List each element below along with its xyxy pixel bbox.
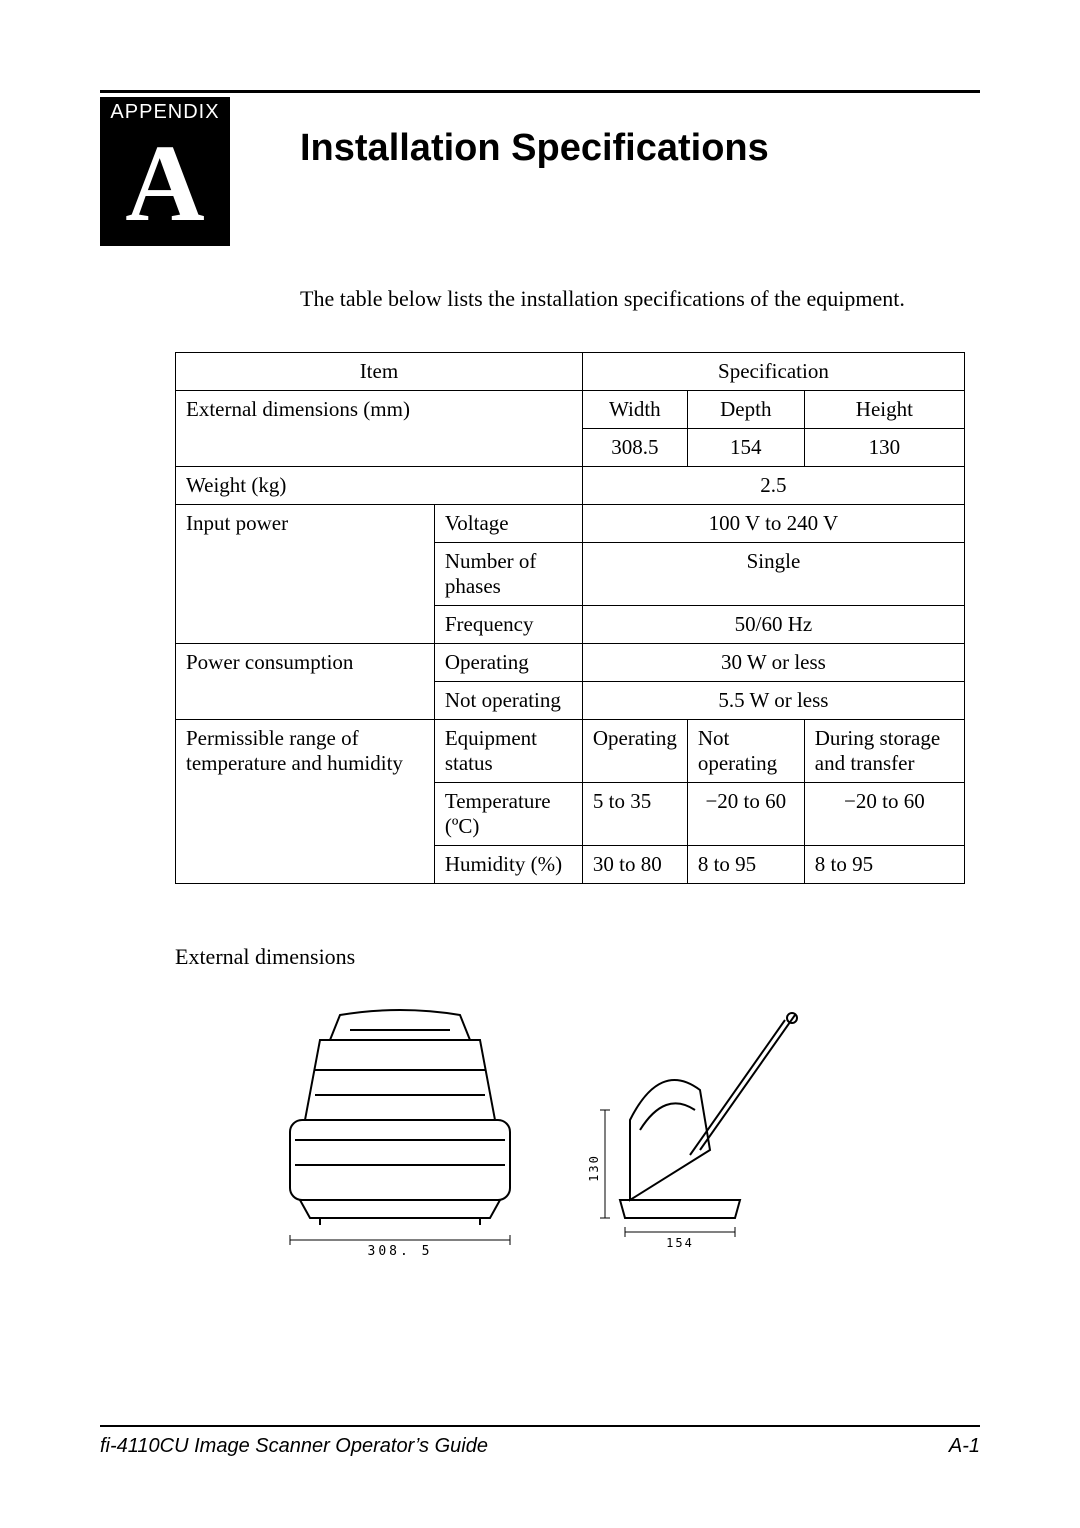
phases-value: Single [582,543,964,606]
col-notoperating: Not operating [687,720,804,783]
appendix-letter: A [100,128,230,246]
weight-value: 2.5 [582,467,964,505]
page-title: Installation Specifications [300,127,769,170]
freq-value: 50/60 Hz [582,606,964,644]
ext-dim-depth-label: Depth [687,391,804,429]
ext-dim-width-label: Width [582,391,687,429]
front-width-label: 308. 5 [368,1244,433,1259]
weight-label: Weight (kg) [176,467,583,505]
spec-table: Item Specification External dimensions (… [175,352,965,884]
ext-dim-label: External dimensions (mm) [176,391,583,467]
ext-dim-depth: 154 [687,429,804,467]
equip-status-label: Equipment status [434,720,582,783]
notoperating-label: Not operating [434,682,582,720]
hum-label: Humidity (%) [434,846,582,884]
footer-rule [100,1425,980,1427]
temp-storage: −20 to 60 [804,783,964,846]
figure-row: 308. 5 130 154 [100,1000,980,1260]
power-cons-label: Power consumption [176,644,435,720]
ext-dim-height: 130 [804,429,964,467]
hum-op: 30 to 80 [582,846,687,884]
hdr-item: Item [176,353,583,391]
ext-dim-height-label: Height [804,391,964,429]
phases-label: Number of phases [434,543,582,606]
voltage-label: Voltage [434,505,582,543]
hum-notop: 8 to 95 [687,846,804,884]
col-storage: During storage and transfer [804,720,964,783]
footer: fi-4110CU Image Scanner Operator’s Guide… [100,1425,980,1458]
notoperating-value: 5.5 W or less [582,682,964,720]
appendix-block: APPENDIX A [100,97,230,246]
side-height-label: 130 [587,1154,601,1182]
operating-label: Operating [434,644,582,682]
scanner-side-icon: 130 154 [570,1000,820,1260]
scanner-front-icon: 308. 5 [260,1000,540,1260]
side-depth-label: 154 [666,1236,694,1250]
col-operating: Operating [582,720,687,783]
perm-range-label: Permissible range of temperature and hum… [176,720,435,884]
top-rule [100,90,980,93]
input-power-label: Input power [176,505,435,644]
operating-value: 30 W or less [582,644,964,682]
temp-op: 5 to 35 [582,783,687,846]
temp-label: Temperature (ºC) [434,783,582,846]
header: APPENDIX A Installation Specifications [100,97,980,246]
voltage-value: 100 V to 240 V [582,505,964,543]
ext-dim-width: 308.5 [582,429,687,467]
footer-page: A-1 [949,1435,980,1458]
temp-notop: −20 to 60 [687,783,804,846]
footer-guide: fi-4110CU Image Scanner Operator’s Guide [100,1435,488,1458]
hdr-spec: Specification [582,353,964,391]
intro-text: The table below lists the installation s… [300,286,980,312]
hum-storage: 8 to 95 [804,846,964,884]
external-dimensions-label: External dimensions [175,944,980,970]
freq-label: Frequency [434,606,582,644]
